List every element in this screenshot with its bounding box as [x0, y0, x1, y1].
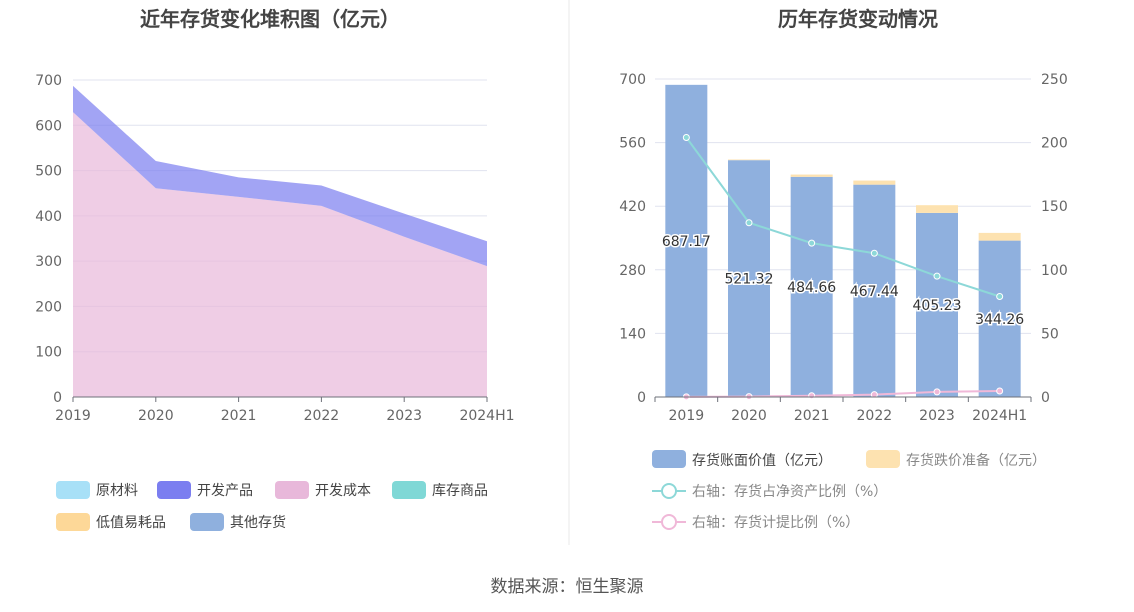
x-tick-label: 2019 [55, 408, 91, 424]
legend-swatch [866, 450, 900, 468]
legend-swatch [56, 513, 90, 531]
x-tick-label: 2023 [386, 408, 422, 424]
legend-label: 低值易耗品 [96, 515, 166, 531]
legend-swatch [392, 481, 426, 499]
x-tick-label: 2019 [669, 408, 705, 424]
left-chart: 近年存货变化堆积图（亿元） 0 100 200 300 400 500 600 700 201… [35, 7, 515, 531]
bar-impairment-reserve [978, 232, 1021, 241]
y-tick-label: 200 [35, 299, 62, 315]
x-tick-label: 2024H1 [459, 408, 514, 424]
legend-label: 右轴：存货计提比例（%） [692, 514, 859, 531]
y-tick-label: 500 [35, 164, 62, 180]
line-point [682, 134, 690, 142]
line-point [933, 388, 941, 396]
area-series-- [73, 112, 487, 397]
x-tick-label: 2021 [221, 408, 257, 424]
bar-book-value [916, 212, 958, 397]
bar-book-value [853, 184, 896, 397]
y-tick-label: 280 [619, 263, 646, 279]
legend-label: 库存商品 [432, 483, 488, 499]
y-tick-label: 400 [35, 209, 62, 225]
bar-impairment-reserve [853, 180, 896, 185]
bar-book-value [978, 240, 1021, 397]
right-chart-title: 历年存货变动情况 [778, 7, 938, 31]
bar-impairment-reserve [916, 205, 958, 213]
y-tick-label: 300 [35, 254, 62, 270]
y2-tick-label: 200 [1041, 136, 1068, 152]
y-tick-label: 560 [619, 136, 646, 152]
line-point [996, 387, 1004, 395]
bar-book-value [790, 176, 833, 397]
legend-marker [661, 514, 677, 530]
x-tick-label: 2020 [731, 408, 767, 424]
x-tick-label: 2021 [794, 408, 830, 424]
line-point [996, 293, 1004, 301]
y2-tick-label: 150 [1041, 199, 1068, 215]
right-chart: 历年存货变动情况 0 140 280 420 560 700 0 50 100 150 200 250… [619, 7, 1067, 531]
source-note: 数据来源：恒生聚源 [491, 577, 644, 597]
line-series-net-asset-ratio [685, 136, 1000, 298]
y2-tick-label: 100 [1041, 263, 1068, 279]
y2-tick-label: 250 [1041, 72, 1068, 88]
line-point [745, 219, 753, 227]
x-tick-label: 2023 [919, 408, 955, 424]
x-tick-label: 2024H1 [972, 408, 1027, 424]
left-chart-title: 近年存货变化堆积图（亿元） [140, 7, 400, 31]
bar-book-value [728, 160, 770, 397]
line-point [933, 272, 941, 280]
legend-label: 开发成本 [315, 483, 371, 499]
bar-impairment-reserve [728, 159, 770, 161]
legend-swatch [56, 481, 90, 499]
line-point [808, 239, 816, 247]
y2-tick-label: 50 [1041, 326, 1059, 342]
bar-impairment-reserve [790, 174, 833, 177]
legend-label: 原材料 [96, 483, 138, 499]
legend-label: 右轴：存货占净资产比例（%） [692, 483, 887, 500]
y-tick-label: 420 [619, 199, 646, 215]
legend-marker [661, 483, 677, 499]
bar-data-label: 521.32 [725, 272, 774, 288]
line-point [870, 391, 878, 399]
y-tick-label: 700 [619, 72, 646, 88]
legend-swatch [652, 450, 686, 468]
bar-data-label: 405.23 [913, 298, 962, 314]
bar-data-label: 484.66 [787, 280, 836, 296]
legend-label: 开发产品 [197, 483, 253, 499]
legend-label: 其他存货 [230, 514, 286, 531]
y-tick-label: 700 [35, 73, 62, 89]
legend-swatch [190, 513, 224, 531]
y-tick-label: 600 [35, 118, 62, 134]
x-tick-label: 2020 [138, 408, 174, 424]
legend-swatch [275, 481, 309, 499]
x-tick-label: 2022 [304, 408, 340, 424]
area-series-- [73, 85, 487, 267]
y-tick-label: 140 [619, 326, 646, 342]
bar-data-label: 687.17 [662, 234, 711, 250]
line-point [870, 249, 878, 257]
line-point [808, 392, 816, 400]
legend-label: 存货账面价值（亿元） [692, 452, 832, 469]
x-tick-label: 2022 [857, 408, 893, 424]
y-tick-label: 0 [53, 390, 62, 406]
legend-swatch [157, 481, 191, 499]
y-tick-label: 100 [35, 345, 62, 361]
y2-tick-label: 0 [1041, 390, 1050, 406]
y-tick-label: 0 [637, 390, 646, 406]
bar-data-label: 344.26 [975, 312, 1024, 328]
legend-label: 存货跌价准备（亿元） [906, 452, 1046, 469]
bar-data-label: 467.44 [850, 284, 899, 300]
